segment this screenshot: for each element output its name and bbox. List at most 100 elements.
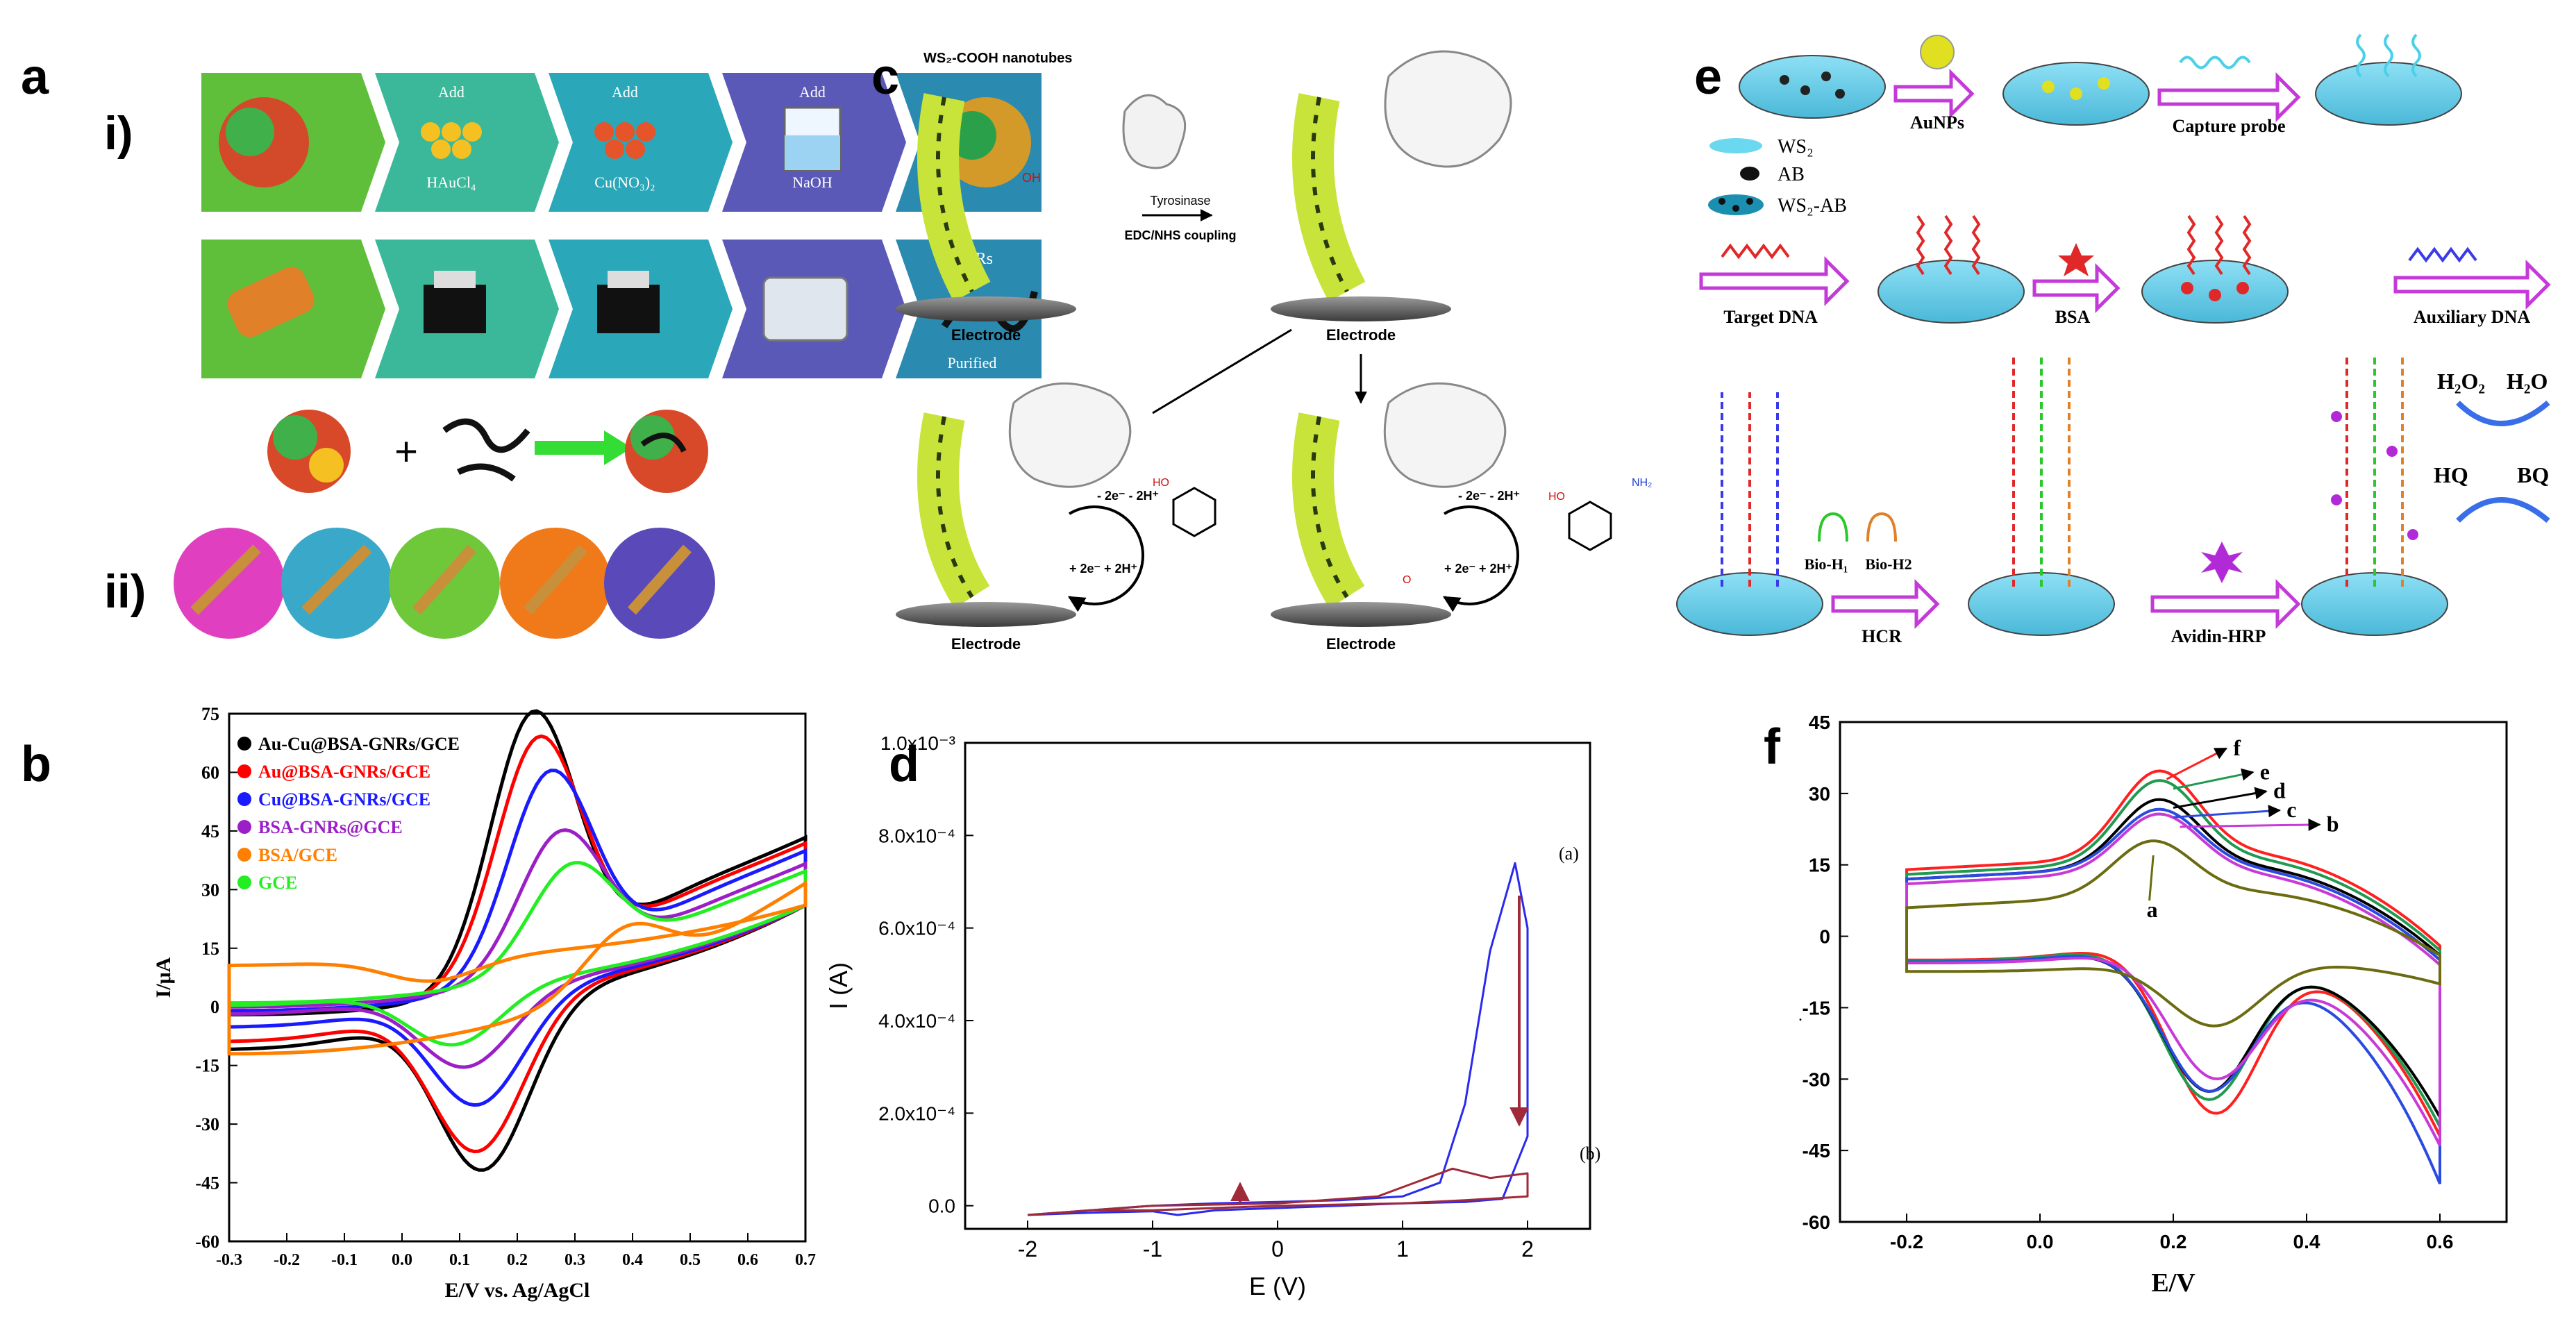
curve-a-label: (a) xyxy=(1559,844,1579,864)
curve-b-label: (b) xyxy=(1580,1143,1600,1164)
panel-c: c WS₂-COOH nanotubes Electrode OH Tyrosi… xyxy=(871,49,1652,653)
electrode-2: Electrode xyxy=(1271,50,1512,344)
chart-f-label-arrow xyxy=(2148,855,2155,901)
hairpin-h1: Bio-H₁ xyxy=(1805,555,1848,573)
chart-f-label-arrow xyxy=(2180,818,2321,831)
chart-f-curve-label: b xyxy=(2327,812,2339,837)
legend-ws2-ab: WS₂-AB xyxy=(1778,195,1847,217)
chart-b-legend-marker xyxy=(237,737,251,751)
e-row-3: Bio-H₁ Bio-H2 HCR Avidin-HRP xyxy=(1676,358,2448,646)
chart-f: -0.2 0.0 0.2 0.4 0.6 45 30 15 0 -15 -30 -45 -60 E/V fe… xyxy=(1803,712,2454,1298)
redox-bq: BQ xyxy=(2517,462,2549,487)
chart-b-ytick-label: -30 xyxy=(195,1114,219,1134)
chart-b-legend-label: Cu@BSA-GNRs/GCE xyxy=(258,789,430,810)
step-auxiliary-dna: Auxiliary DNA xyxy=(2414,307,2531,327)
step-target-dna: Target DNA xyxy=(1723,307,1818,327)
electrode-3: - 2e⁻ - 2H⁺ + 2e⁻ + 2H⁺ HO Electrode xyxy=(896,382,1216,653)
chart-f-label-arrow xyxy=(2173,805,2281,819)
chart-f-curve-label: c xyxy=(2286,797,2296,822)
chart-b-ylabel: I/μA xyxy=(152,957,175,998)
chart-d-xtick-label: -1 xyxy=(1143,1236,1162,1261)
panel-f-label: f xyxy=(1764,719,1781,775)
panel-f: f . -0.2 0.0 0.2 0.4 0.6 45 30 15 0 -15 -30 -45 -60 E… xyxy=(1764,712,2508,1298)
ho-group-2: HO xyxy=(1548,491,1565,503)
chart-b-xtick-label: 0.3 xyxy=(564,1251,585,1269)
panel-e: e AuNPs Capture probe WS₂ AB WS₂- xyxy=(1676,33,2551,646)
chart-d-ytick-label: 6.0x10⁻⁴ xyxy=(878,918,955,939)
divider-arrow-left xyxy=(1152,328,1292,414)
chart-f-ytick-label: 0 xyxy=(1819,926,1830,948)
chart-f-xtick-label: 0.4 xyxy=(2293,1231,2320,1252)
chart-d-xlabel: E (V) xyxy=(1249,1272,1306,1300)
reagent-cuno3: Cu(NO₃)₂ xyxy=(594,174,655,191)
chart-b-legend-marker xyxy=(237,820,251,834)
chart-b-legend-label: BSA/GCE xyxy=(258,845,337,865)
synthesis-row-1: Add Add Add HAuCl₄ Cu(NO₃)₂ NaOH xyxy=(201,73,1042,212)
chart-b-xtick-label: 0.7 xyxy=(795,1251,816,1269)
panel-b-label: b xyxy=(21,737,51,792)
step-aunps: AuNPs xyxy=(1910,112,1964,133)
chart-f-ytick-label: -30 xyxy=(1803,1068,1830,1090)
chart-b-series xyxy=(227,880,808,1056)
chart-d-ytick-label: 1.0x10⁻³ xyxy=(880,732,955,754)
electrode-modification-steps xyxy=(174,528,715,639)
chart-b-ytick-label: 15 xyxy=(201,939,219,959)
chart-b-ytick-label: 60 xyxy=(201,762,219,782)
composite-scheme: + xyxy=(267,410,708,493)
reagent-haucl4: HAuCl₄ xyxy=(426,174,476,191)
chart-f-curve-label: f xyxy=(2233,735,2241,760)
chart-b-series xyxy=(227,828,808,1069)
chart-d-ylabel: I (A) xyxy=(824,962,853,1009)
panel-c-label: c xyxy=(871,49,899,105)
synthesis-row-2: GNRs Purified xyxy=(201,240,1042,378)
chart-f-curve-label: e xyxy=(2260,759,2270,784)
chart-f-series xyxy=(1905,812,2441,1147)
chart-b-legend-marker xyxy=(237,848,251,862)
chart-f-label-arrow xyxy=(2166,747,2228,780)
panel-d-label: d xyxy=(889,737,919,792)
chart-b-xtick-label: 0.1 xyxy=(449,1251,470,1269)
e-legend: WS₂ AB WS₂-AB xyxy=(1708,136,1847,217)
ox-label-1: - 2e⁻ - 2H⁺ xyxy=(1097,489,1159,503)
chart-f-ytick-label: -60 xyxy=(1803,1212,1830,1233)
chart-b-xtick-label: 0.2 xyxy=(507,1251,528,1269)
redox-h2o2: H₂O₂ xyxy=(2437,369,2485,394)
chart-b-legend-marker xyxy=(237,875,251,889)
hairpin-h2: Bio-H2 xyxy=(1865,555,1912,573)
chart-d-ytick-label: 0.0 xyxy=(928,1196,955,1217)
chart-b-xtick-label: -0.2 xyxy=(274,1251,300,1269)
panel-a-label: a xyxy=(21,49,49,105)
panel-d: d -2 -1 0 1 2 0.0 2.0x10⁻⁴ 4.0x10⁻⁴ 6.0x10⁻⁴ 8.0x… xyxy=(824,732,1600,1300)
row2-purified: Purified xyxy=(948,354,997,371)
chart-b-ytick-label: -15 xyxy=(195,1056,219,1076)
chart-f-ytick-label: -15 xyxy=(1803,997,1830,1018)
chart-d-ytick-label: 4.0x10⁻⁴ xyxy=(878,1010,955,1032)
chart-b-xtick-label: -0.1 xyxy=(331,1251,358,1269)
redox-cycle: H₂O₂ H₂O HQ BQ xyxy=(2434,369,2550,523)
step-i-label: i) xyxy=(104,107,133,160)
chart-f-xtick-label: 0.2 xyxy=(2160,1231,2187,1252)
electrode-4: - 2e⁻ - 2H⁺ + 2e⁻ + 2H⁺ HO O NH₂ Electro… xyxy=(1271,382,1652,653)
chart-b-ytick-label: 30 xyxy=(201,880,219,900)
o-group: O xyxy=(1403,574,1411,586)
electrode-1: Electrode OH xyxy=(896,93,1076,344)
svg-text:+: + xyxy=(394,429,418,474)
chart-f-xtick-label: -0.2 xyxy=(1890,1231,1923,1252)
chart-d-xtick-label: -2 xyxy=(1018,1236,1037,1261)
tyrosinase-label: Tyrosinase xyxy=(1150,194,1210,208)
chart-f-series xyxy=(1905,807,2441,1184)
chart-d-ytick-label: 8.0x10⁻⁴ xyxy=(878,825,955,846)
redox-hq: HQ xyxy=(2434,462,2468,487)
legend-ws2: WS₂ xyxy=(1778,136,1814,158)
electrode-3-label: Electrode xyxy=(951,635,1021,653)
step-capture: Capture probe xyxy=(2173,116,2286,136)
chart-f-xlabel: E/V xyxy=(2151,1268,2196,1298)
chart-b-xtick-label: 0.4 xyxy=(622,1251,643,1269)
redox-h2o: H₂O xyxy=(2507,369,2548,394)
ws2-title: WS₂-COOH nanotubes xyxy=(923,51,1072,66)
chart-d-ytick-label: 2.0x10⁻⁴ xyxy=(878,1103,955,1124)
chart-d: -2 -1 0 1 2 0.0 2.0x10⁻⁴ 4.0x10⁻⁴ 6.0x10⁻⁴ 8.0x10… xyxy=(824,732,1534,1300)
chart-b-xtick-label: 0.6 xyxy=(737,1251,758,1269)
chart-f-ylabel: . xyxy=(1798,1007,1803,1025)
